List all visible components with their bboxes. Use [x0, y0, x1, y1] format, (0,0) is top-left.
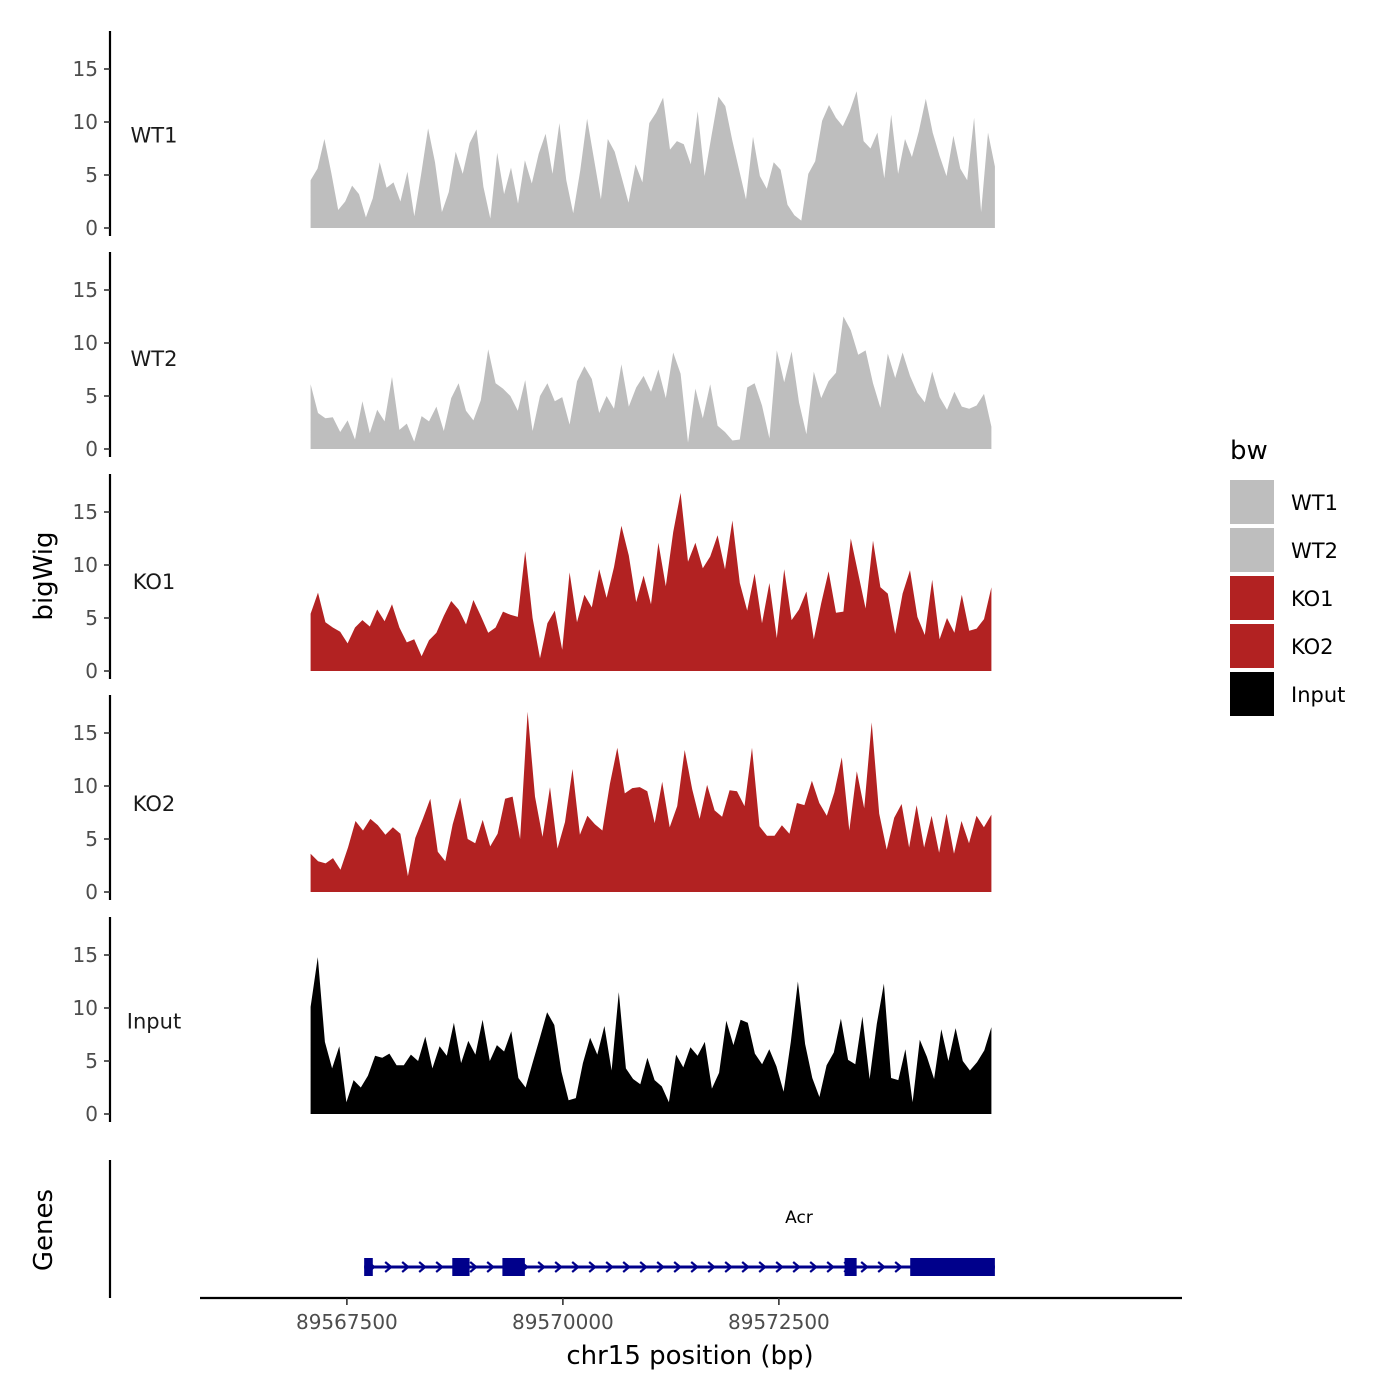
y-tick-label: 10	[73, 331, 98, 355]
legend-swatch-input	[1230, 672, 1274, 716]
y-tick-label: 5	[85, 1049, 98, 1073]
y-tick-label: 15	[73, 500, 98, 524]
x-tick-label: 89572500	[728, 1310, 830, 1334]
legend-swatch-wt1	[1230, 480, 1274, 524]
tracks-layer: 0 5 10 15 WT1 0 5 10 15 WT2 0 5 10 15 KO1 0 5 10 15 KO2 0 5 10…	[73, 31, 995, 1126]
genes-axis-title: Genes	[29, 1189, 59, 1271]
strand-arrow	[741, 1261, 750, 1273]
strand-arrow	[622, 1261, 631, 1273]
y-tick-label: 5	[85, 163, 98, 187]
y-axis-title: bigWig	[29, 531, 59, 620]
strand-arrow	[588, 1261, 597, 1273]
strand-arrow	[418, 1261, 427, 1273]
strand-arrow	[894, 1261, 903, 1273]
strand-arrow	[656, 1261, 665, 1273]
legend: WT1 WT2 KO1 KO2 Input	[1230, 480, 1345, 716]
gene-exon-5	[910, 1258, 995, 1276]
x-tick-label: 89570000	[512, 1310, 614, 1334]
strand-arrow	[537, 1261, 546, 1273]
legend-label-ko2: KO2	[1291, 635, 1334, 659]
y-tick-label: 5	[85, 384, 98, 408]
coverage-area-ko2	[310, 711, 992, 892]
legend-label-wt1: WT1	[1291, 491, 1338, 515]
coverage-area-wt1	[310, 91, 995, 228]
strand-arrow	[571, 1261, 580, 1273]
strand-arrow	[605, 1261, 614, 1273]
coverage-area-ko1	[310, 492, 992, 671]
track-label-ko1: KO1	[133, 570, 176, 594]
strand-arrow	[384, 1261, 393, 1273]
y-tick-label: 15	[73, 278, 98, 302]
y-tick-label: 15	[73, 57, 98, 81]
legend-swatch-ko1	[1230, 576, 1274, 620]
y-tick-label: 10	[73, 774, 98, 798]
legend-label-ko1: KO1	[1291, 587, 1334, 611]
strand-arrow	[554, 1261, 563, 1273]
track-label-wt2: WT2	[131, 347, 178, 371]
y-tick-label: 5	[85, 827, 98, 851]
y-tick-label: 5	[85, 606, 98, 630]
y-tick-label: 0	[85, 1102, 98, 1126]
legend-swatch-ko2	[1230, 624, 1274, 668]
strand-arrow	[690, 1261, 699, 1273]
y-tick-label: 15	[73, 943, 98, 967]
y-tick-label: 0	[85, 216, 98, 240]
gene-exon-4	[844, 1258, 857, 1276]
legend-swatch-wt2	[1230, 528, 1274, 572]
y-tick-label: 10	[73, 996, 98, 1020]
gene-name-label: Acr	[785, 1208, 813, 1228]
x-axis-title: chr15 position (bp)	[566, 1341, 813, 1371]
y-tick-label: 0	[85, 437, 98, 461]
legend-label-input: Input	[1291, 683, 1345, 707]
legend-title: bw	[1230, 436, 1268, 466]
y-tick-label: 10	[73, 553, 98, 577]
strand-arrow	[435, 1261, 444, 1273]
strand-arrow	[486, 1261, 495, 1273]
strand-arrow	[469, 1261, 478, 1273]
strand-arrow	[877, 1261, 886, 1273]
strand-arrow	[401, 1261, 410, 1273]
y-tick-label: 0	[85, 659, 98, 683]
strand-arrow	[860, 1261, 869, 1273]
strand-arrow	[826, 1261, 835, 1273]
legend-label-wt2: WT2	[1291, 539, 1338, 563]
strand-arrow	[758, 1261, 767, 1273]
strand-arrow	[673, 1261, 682, 1273]
strand-arrow	[639, 1261, 648, 1273]
track-label-input: Input	[127, 1010, 181, 1034]
strand-arrow	[707, 1261, 716, 1273]
track-label-ko2: KO2	[133, 792, 176, 816]
track-label-wt1: WT1	[131, 124, 178, 148]
gene-exon-2	[452, 1258, 470, 1276]
genes-layer: Acr	[108, 1160, 995, 1298]
coverage-area-input	[310, 957, 992, 1114]
y-tick-label: 15	[73, 721, 98, 745]
y-tick-label: 10	[73, 110, 98, 134]
x-tick-label: 89567500	[296, 1310, 398, 1334]
gene-exon-3	[502, 1258, 525, 1276]
coverage-area-wt2	[310, 316, 992, 449]
strand-arrow	[724, 1261, 733, 1273]
gene-exon-1	[364, 1258, 373, 1276]
y-tick-label: 0	[85, 880, 98, 904]
strand-arrow	[775, 1261, 784, 1273]
x-axis: 89567500 89570000 89572500	[200, 1296, 1182, 1334]
strand-arrow	[792, 1261, 801, 1273]
strand-arrow	[809, 1261, 818, 1273]
